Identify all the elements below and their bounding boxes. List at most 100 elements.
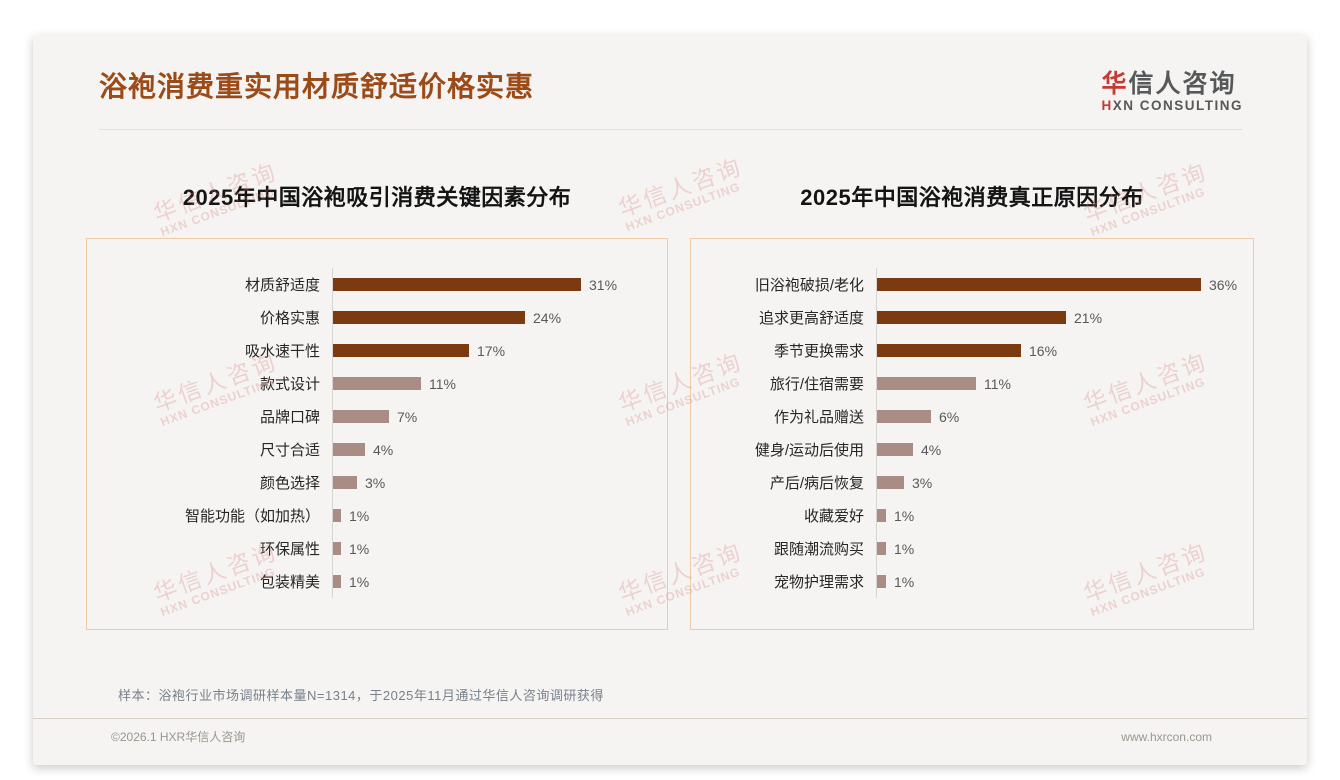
bar-track: 36% [876, 268, 1243, 301]
bar [333, 344, 469, 357]
bar-track: 17% [332, 334, 657, 367]
bar [877, 344, 1021, 357]
sample-note: 样本：浴袍行业市场调研样本量N=1314，于2025年11月通过华信人咨询调研获… [118, 688, 604, 703]
value-label: 1% [349, 540, 370, 557]
bar-row: 品牌口碑 7% [87, 400, 657, 433]
category-label: 智能功能（如加热） [184, 508, 320, 525]
bar-track: 1% [876, 499, 1243, 532]
category-label: 尺寸合适 [259, 442, 320, 459]
category-label: 季节更换需求 [773, 343, 864, 360]
bar-row: 跟随潮流购买 1% [691, 532, 1243, 565]
value-label: 7% [397, 408, 418, 425]
bar [333, 311, 525, 324]
bar-row: 价格实惠 24% [87, 301, 657, 334]
category-label: 价格实惠 [259, 310, 320, 327]
bar [877, 476, 904, 489]
category-label: 材质舒适度 [244, 277, 320, 294]
bar-row: 旅行/住宿需要 11% [691, 367, 1243, 400]
bar-row: 款式设计 11% [87, 367, 657, 400]
bar [333, 443, 365, 456]
bar-row: 旧浴袍破损/老化 36% [691, 268, 1243, 301]
bar-track: 4% [332, 433, 657, 466]
category-label: 吸水速干性 [244, 343, 320, 360]
value-label: 36% [1209, 276, 1238, 293]
category-label: 环保属性 [259, 541, 320, 558]
bar-track: 1% [332, 565, 657, 598]
bar-track: 1% [332, 532, 657, 565]
bar-row: 吸水速干性 17% [87, 334, 657, 367]
footer-divider [33, 718, 1307, 719]
value-label: 24% [533, 309, 562, 326]
footer: ©2026.1 HXR华信人咨询 www.hxrcon.com [33, 719, 1307, 745]
bar-track: 11% [332, 367, 657, 400]
value-label: 4% [373, 441, 394, 458]
chart-section-real-reasons: 2025年中国浴袍消费真正原因分布 旧浴袍破损/老化 36% 追求更高舒适度 21% 季… [690, 180, 1254, 630]
value-label: 11% [429, 375, 456, 392]
bar-track: 4% [876, 433, 1243, 466]
bar-row: 环保属性 1% [87, 532, 657, 565]
logo-english: HXN CONSULTING [1102, 97, 1244, 114]
bar-row: 颜色选择 3% [87, 466, 657, 499]
bar-row: 作为礼品赠送 6% [691, 400, 1243, 433]
value-label: 17% [477, 342, 506, 359]
bar [877, 443, 913, 456]
bar [877, 410, 931, 423]
bar [333, 542, 341, 555]
copyright-text: ©2026.1 HXR华信人咨询 [111, 730, 246, 744]
logo-en-gray: XN CONSULTING [1112, 98, 1243, 113]
bar-track: 1% [876, 532, 1243, 565]
bar [877, 509, 886, 522]
category-label: 产后/病后恢复 [769, 475, 864, 492]
slide-card: 华信人咨询 HXN CONSULTING 华信人咨询 HXN CONSULTING 华信… [33, 35, 1307, 765]
category-label: 宠物护理需求 [773, 574, 864, 591]
value-label: 1% [894, 540, 915, 557]
category-label: 旅行/住宿需要 [769, 376, 864, 393]
category-label: 收藏爱好 [803, 508, 864, 525]
company-logo: 华信人咨询 HXN CONSULTING [1102, 69, 1244, 114]
bar [333, 278, 581, 291]
website-url: www.hxrcon.com [1121, 729, 1212, 744]
bar [333, 377, 421, 390]
bar-row: 尺寸合适 4% [87, 433, 657, 466]
value-label: 1% [894, 507, 915, 524]
bar-row: 包装精美 1% [87, 565, 657, 598]
bar-row: 材质舒适度 31% [87, 268, 657, 301]
bar-row: 健身/运动后使用 4% [691, 433, 1243, 466]
logo-zh-red: 华 [1101, 70, 1129, 98]
bar-track: 16% [876, 334, 1243, 367]
bar-track: 1% [332, 499, 657, 532]
category-label: 旧浴袍破损/老化 [754, 277, 864, 294]
chart-section-key-factors: 2025年中国浴袍吸引消费关键因素分布 材质舒适度 31% 价格实惠 24% 吸水速干性… [86, 180, 668, 630]
charts-area: 2025年中国浴袍吸引消费关键因素分布 材质舒适度 31% 价格实惠 24% 吸水速干性… [33, 180, 1307, 630]
value-label: 3% [912, 474, 933, 491]
category-label: 包装精美 [259, 574, 320, 591]
bar [877, 542, 886, 555]
bar [877, 278, 1201, 291]
value-label: 1% [894, 573, 915, 590]
bar-row: 季节更换需求 16% [691, 334, 1243, 367]
bar-track: 3% [876, 466, 1243, 499]
bar-track: 1% [876, 565, 1243, 598]
header-divider [99, 129, 1243, 130]
bar [333, 410, 389, 423]
logo-zh-gray: 信人咨询 [1128, 70, 1237, 98]
bar-row: 宠物护理需求 1% [691, 565, 1243, 598]
category-label: 款式设计 [259, 376, 320, 393]
value-label: 21% [1074, 309, 1103, 326]
bar-track: 6% [876, 400, 1243, 433]
bar-row: 追求更高舒适度 21% [691, 301, 1243, 334]
value-label: 31% [589, 276, 618, 293]
bar-track: 3% [332, 466, 657, 499]
category-label: 跟随潮流购买 [773, 541, 864, 558]
bar [877, 311, 1066, 324]
bar-track: 21% [876, 301, 1243, 334]
value-label: 1% [349, 573, 370, 590]
category-label: 品牌口碑 [259, 409, 320, 426]
category-label: 作为礼品赠送 [773, 409, 864, 426]
header: 浴袍消费重实用材质舒适价格实惠 华信人咨询 HXN CONSULTING [33, 35, 1307, 114]
logo-chinese: 华信人咨询 [1102, 71, 1244, 97]
chart-panel-key-factors: 材质舒适度 31% 价格实惠 24% 吸水速干性 17% 款式设计 11% 品牌口碑 7% 尺寸合适… [86, 238, 668, 630]
bar-row: 收藏爱好 1% [691, 499, 1243, 532]
bar-row: 产后/病后恢复 3% [691, 466, 1243, 499]
bar [333, 509, 341, 522]
